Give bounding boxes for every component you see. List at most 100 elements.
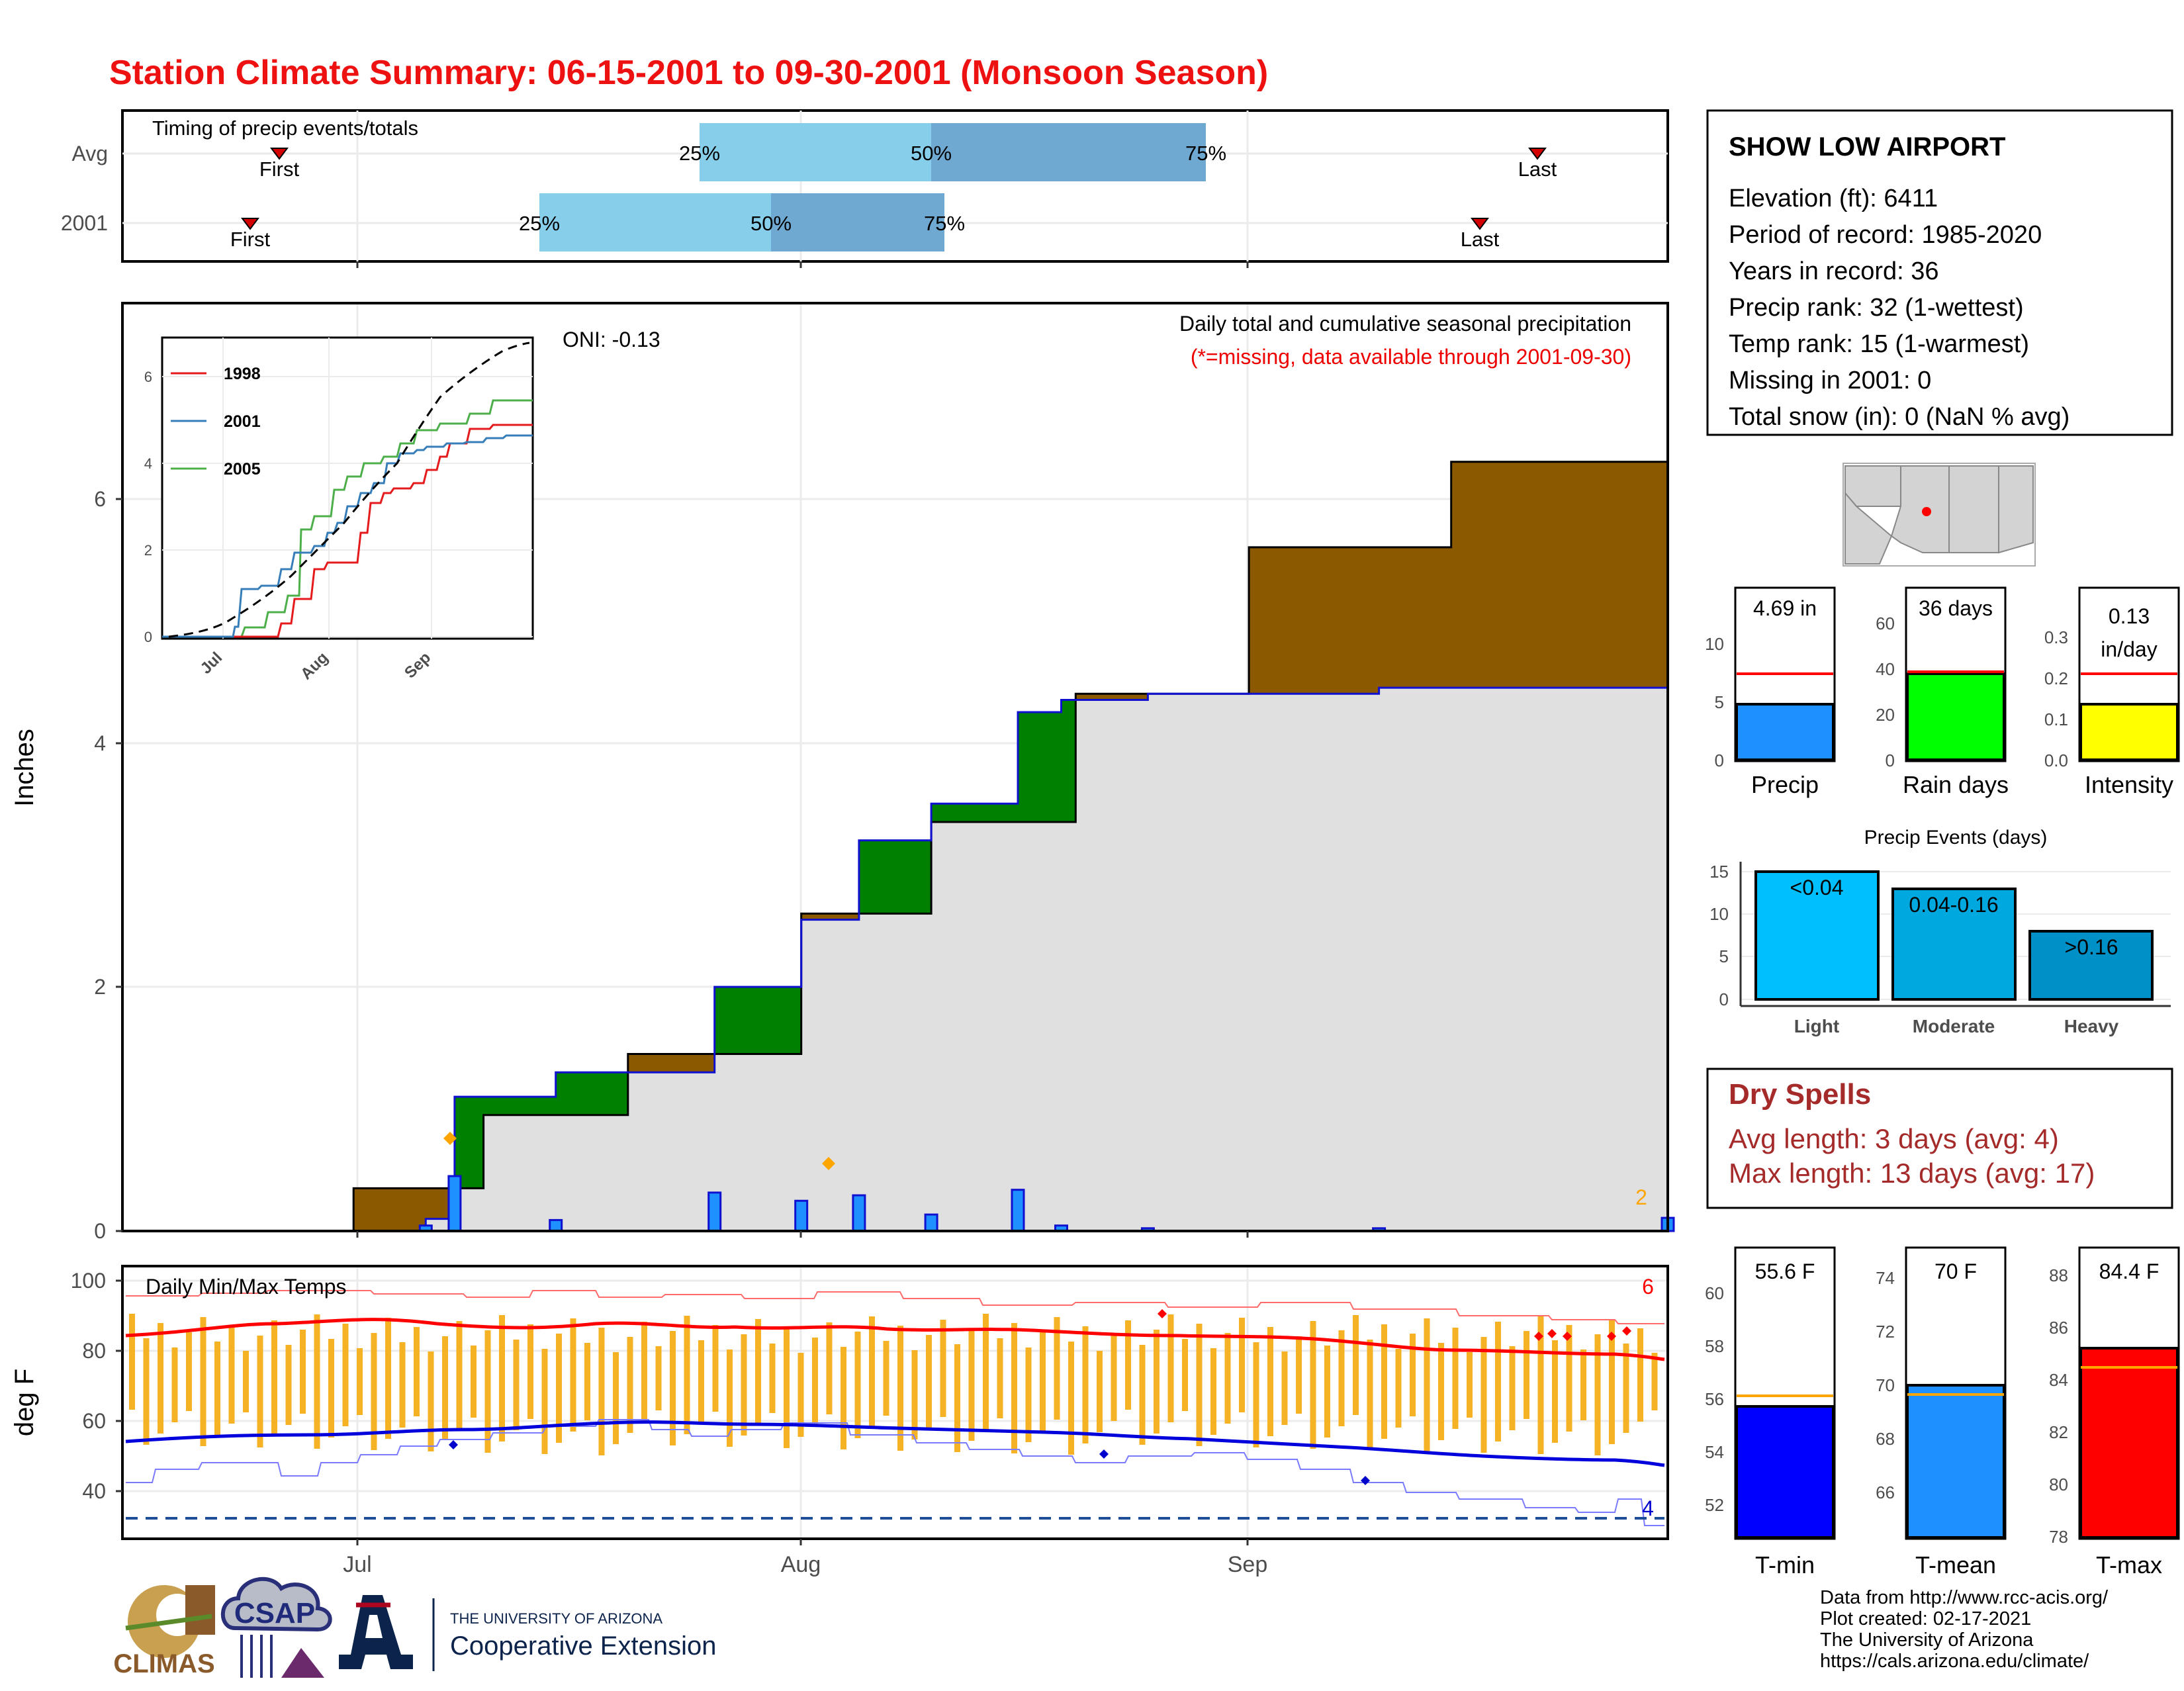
- daily-temp-bar: [171, 1348, 178, 1422]
- daily-temp-bar: [598, 1328, 605, 1455]
- daily-temp-bar: [797, 1353, 804, 1437]
- daily-temp-bar: [527, 1324, 533, 1419]
- dry-spells-avg: Avg length: 3 days (avg: 4): [1729, 1123, 2059, 1154]
- mini-y-tick: 5: [1715, 692, 1724, 712]
- daily-temp-bar: [698, 1340, 704, 1423]
- daily-temp-bar: [328, 1339, 334, 1438]
- daily-temp-bar: [1609, 1319, 1615, 1444]
- record-low-count: 4: [1642, 1496, 1654, 1520]
- analog-years-inset: 0 2 4 6 Jul Aug Sep 1998 2001 2005: [144, 336, 534, 683]
- precip-bar-label: Precip: [1751, 771, 1819, 798]
- daily-temp-bar: [1253, 1342, 1259, 1447]
- daily-temp-bar: [314, 1314, 320, 1449]
- temp-y-tick: 80: [82, 1339, 106, 1363]
- tmean-label: T-mean: [1915, 1551, 1996, 1578]
- rain-days-bar: [1906, 672, 2005, 761]
- figure-title: Station Climate Summary: 06-15-2001 to 0…: [109, 54, 1268, 92]
- daily-temp-bar: [1452, 1328, 1459, 1429]
- timing-2001-p75: 75%: [924, 212, 965, 235]
- daily-temp-bar: [1566, 1325, 1572, 1432]
- inset-y-tick: 2: [144, 542, 152, 559]
- daily-temp-bar: [854, 1332, 861, 1438]
- daily-temp-bar: [1310, 1321, 1316, 1449]
- legend-entry-1998: 1998: [224, 365, 261, 383]
- tmean-y-tick: 70: [1876, 1375, 1895, 1395]
- daily-temp-bar: [641, 1322, 647, 1422]
- timing-avg-last-label: Last: [1518, 158, 1557, 181]
- station-info-box: SHOW LOW AIRPORT Elevation (ft): 6411 Pe…: [1706, 109, 2173, 436]
- intensity-bar-label: Intensity: [2085, 771, 2173, 798]
- events-category-light: Light: [1794, 1016, 1839, 1036]
- daily-temp-bar: [357, 1348, 363, 1415]
- daily-temp-bar: [484, 1330, 491, 1453]
- daily-temp-bar: [1353, 1315, 1359, 1415]
- timing-2001-first-marker: [241, 218, 259, 230]
- events-bar-light: [1754, 870, 1880, 1001]
- daily-temp-bar: [1239, 1318, 1245, 1412]
- daily-temp-bar: [1154, 1330, 1160, 1434]
- daily-precip-bar: [852, 1194, 866, 1232]
- daily-temp-bar: [684, 1316, 690, 1434]
- ua-line-2: Cooperative Extension: [450, 1631, 716, 1661]
- max-precip-marker-2: [822, 1157, 835, 1170]
- tmin-y-tick: 54: [1705, 1442, 1724, 1462]
- tmax-y-tick: 80: [2049, 1475, 2068, 1494]
- daily-precip-bar: [1011, 1189, 1025, 1232]
- daily-temp-bar: [1438, 1343, 1444, 1440]
- daily-temp-bar: [214, 1342, 220, 1435]
- daily-precip-bar: [549, 1218, 563, 1232]
- timing-avg-first-label: First: [259, 158, 300, 181]
- temp-panel-title: Daily Min/Max Temps: [146, 1275, 346, 1299]
- mini-y-tick: 0.1: [2044, 709, 2068, 729]
- daily-temp-bar: [869, 1316, 875, 1427]
- daily-temp-bar: [1082, 1326, 1089, 1443]
- daily-temp-bar: [1224, 1333, 1231, 1424]
- ua-line-1: THE UNIVERSITY OF ARIZONA: [450, 1610, 662, 1627]
- tmin-y-tick: 52: [1705, 1495, 1724, 1515]
- daily-temp-bar: [300, 1330, 306, 1414]
- timing-avg-50-75-bar: [931, 123, 1206, 181]
- events-bar-heavy-label: >0.16: [2065, 935, 2118, 959]
- daily-temp-bar: [926, 1335, 932, 1428]
- tmean-y-tick: 68: [1876, 1429, 1895, 1449]
- precip-panel: Daily total and cumulative seasonal prec…: [10, 302, 1675, 1243]
- daily-temp-bar: [1125, 1320, 1131, 1410]
- precip-panel-title: Daily total and cumulative seasonal prec…: [1179, 312, 1631, 336]
- timing-avg-p50: 50%: [911, 142, 952, 165]
- observed-cumulative-line: [122, 658, 1669, 1232]
- rain-days-bar-label: Rain days: [1903, 771, 2009, 798]
- max-precip-marker-1: [443, 1132, 457, 1145]
- credit-line: Data from http://www.rcc-acis.org/: [1820, 1587, 2109, 1608]
- tmax-value: 84.4 F: [2099, 1259, 2160, 1283]
- daily-temp-bar: [513, 1340, 520, 1430]
- tmax-y-tick: 84: [2049, 1370, 2068, 1390]
- daily-temp-bar: [1210, 1348, 1216, 1435]
- average-min-line: [125, 1420, 1665, 1467]
- precip-y-tick: 2: [94, 975, 106, 999]
- timing-2001-50-75-bar: [771, 193, 944, 251]
- seasonal-temp-bars: 55.6 F 52 54 56 58 60 T-min 70 F 66 68 7…: [1705, 1246, 2180, 1578]
- daily-temp-bar: [1509, 1346, 1516, 1430]
- events-bar-moderate: [1891, 888, 2017, 1001]
- daily-temp-bar: [1011, 1323, 1017, 1453]
- temp-y-tick: 40: [82, 1479, 106, 1503]
- timing-row-2001-label: 2001: [61, 211, 108, 235]
- events-y-tick: 5: [1719, 946, 1729, 966]
- daily-temp-bar: [1580, 1349, 1586, 1420]
- daily-temp-bar: [1338, 1330, 1345, 1426]
- x-tick-aug: Aug: [781, 1552, 821, 1577]
- daily-temp-bar: [997, 1338, 1003, 1418]
- timing-2001-last-label: Last: [1461, 228, 1500, 251]
- daily-temp-bar: [1167, 1314, 1174, 1422]
- daily-temp-bar: [143, 1338, 150, 1445]
- station-missing: Missing in 2001: 0: [1729, 367, 1931, 394]
- events-y-tick: 10: [1709, 904, 1729, 924]
- daily-temp-bar: [399, 1342, 406, 1428]
- inset-y-tick: 0: [144, 629, 152, 645]
- events-category-moderate: Moderate: [1913, 1016, 1995, 1036]
- intensity-unit: in/day: [2101, 637, 2157, 661]
- climas-logo-text: CLIMAS: [113, 1649, 214, 1678]
- daily-temp-bar: [1381, 1324, 1387, 1439]
- daily-temp-bar: [1524, 1331, 1529, 1419]
